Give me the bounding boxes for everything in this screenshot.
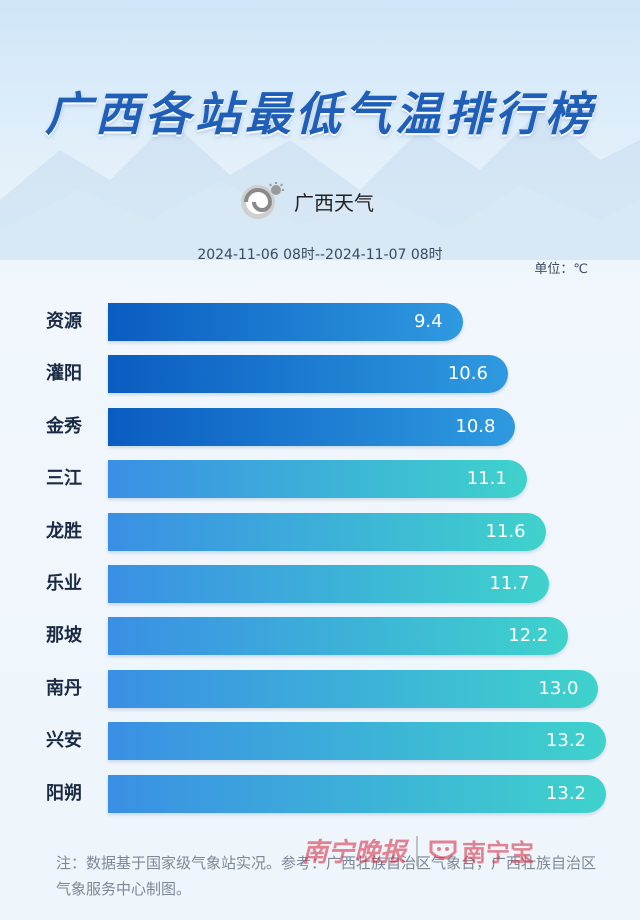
nanning-bao-icon <box>429 840 457 859</box>
period-text: 2024-11-06 08时--2024-11-07 08时 <box>197 247 443 263</box>
bar <box>108 722 606 761</box>
category-label: 灌阳 <box>46 363 82 385</box>
category-label: 那坡 <box>46 625 82 647</box>
bar-value-label: 11.7 <box>489 573 530 594</box>
mountain-background <box>0 110 640 260</box>
brand-header: 广西天气 <box>232 180 374 222</box>
bar <box>108 460 527 499</box>
bar <box>108 407 516 446</box>
unit-label: 单位：℃ <box>534 262 588 277</box>
bar <box>108 355 508 394</box>
bar-value-label: 9.4 <box>413 311 443 332</box>
bar <box>108 512 546 551</box>
bar-value-label: 13.0 <box>538 677 579 699</box>
category-label: 阳朔 <box>46 782 82 804</box>
bar <box>108 774 606 813</box>
footer-divider <box>416 835 419 866</box>
category-label: 乐业 <box>46 573 82 594</box>
category-label: 兴安 <box>46 730 82 752</box>
category-label: 金秀 <box>46 415 82 437</box>
bar-value-label: 11.6 <box>485 520 526 542</box>
page-title: 广西各站最低气温排行榜 <box>45 87 595 141</box>
category-label: 南丹 <box>46 677 82 699</box>
bar-value-label: 13.2 <box>545 730 586 752</box>
brand-name: 广西天气 <box>294 190 374 215</box>
footer-brands: 南宁晚报 南宁宝 <box>302 832 534 869</box>
bar-value-label: 12.2 <box>508 625 549 647</box>
footnote: 注：数据基于国家级气象站实况。参考：广西壮族自治区气象台，广西壮族自治区气象服务… <box>56 854 597 898</box>
newspaper-name: 南宁晚报 <box>302 838 407 868</box>
bar <box>108 669 599 708</box>
category-label: 龙胜 <box>46 520 82 542</box>
bar <box>108 565 550 603</box>
weather-swirl-icon <box>241 182 284 219</box>
app-name: 南宁宝 <box>462 839 535 867</box>
category-label: 三江 <box>46 468 82 490</box>
bar-value-label: 10.8 <box>455 415 496 437</box>
bar <box>108 617 569 656</box>
category-label: 资源 <box>46 311 82 332</box>
bar-value-label: 11.1 <box>466 468 507 490</box>
bar-value-label: 10.6 <box>447 363 488 385</box>
bar-value-label: 13.2 <box>545 782 586 804</box>
bar <box>108 303 463 341</box>
